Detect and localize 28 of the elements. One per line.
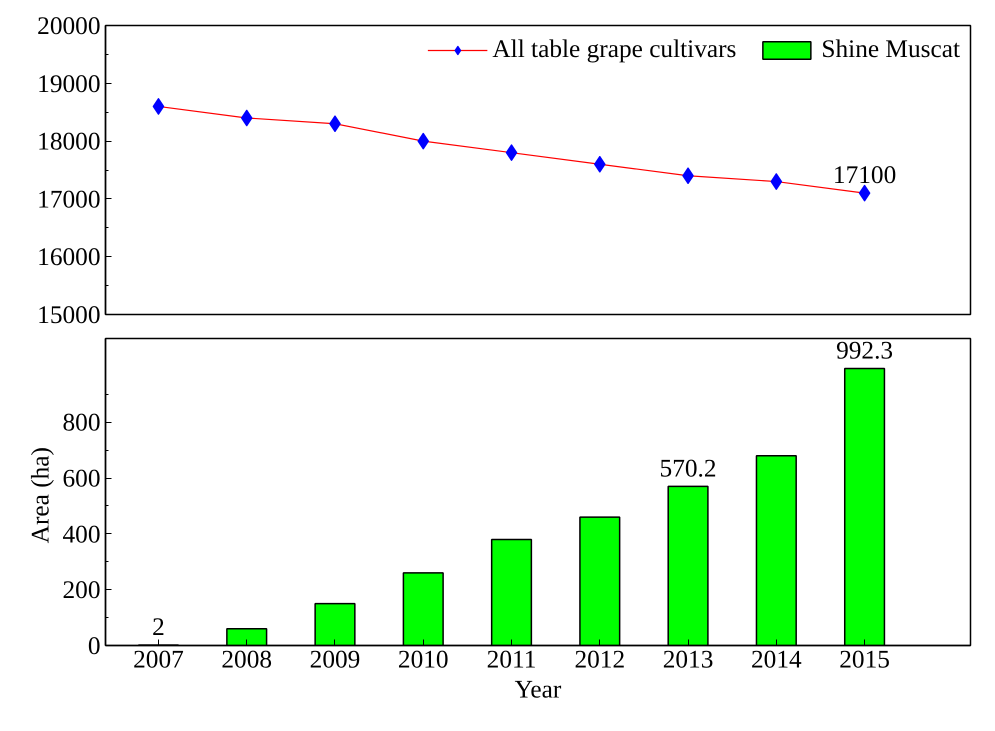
- legend-label: Shine Muscat: [821, 35, 960, 64]
- y-tick-label: 20000: [37, 12, 101, 40]
- data-label: 992.3: [836, 336, 894, 365]
- y-tick-label: 0: [88, 632, 101, 660]
- x-tick-label: 2013: [662, 646, 714, 674]
- y-tick-label: 19000: [37, 70, 101, 98]
- data-label: 570.2: [660, 454, 717, 482]
- y-tick-label: 18000: [37, 128, 101, 156]
- y-tick-label: 400: [62, 520, 101, 548]
- x-tick-label: 2009: [310, 646, 360, 674]
- x-tick-label: 2015: [839, 646, 890, 674]
- x-tick-label: 2011: [486, 646, 536, 674]
- data-label: 2: [152, 612, 165, 641]
- x-tick-label: 2007: [133, 646, 184, 674]
- y-tick-label: 17000: [37, 185, 101, 214]
- y-tick-label: 200: [62, 576, 101, 604]
- y-axis-title: Area (ha): [26, 446, 55, 544]
- x-tick-label: 2014: [750, 646, 802, 674]
- data-label: 17100: [832, 161, 896, 190]
- y-tick-label: 600: [62, 464, 101, 493]
- x-tick-label: 2008: [221, 646, 272, 674]
- y-tick-label: 16000: [37, 243, 101, 272]
- x-axis-title: Year: [514, 676, 562, 704]
- x-tick-label: 2012: [574, 646, 626, 674]
- x-tick-label: 2010: [398, 646, 449, 674]
- legend-label: All table grape cultivars: [492, 35, 736, 64]
- y-tick-label: 15000: [37, 301, 101, 329]
- y-tick-label: 800: [62, 408, 101, 437]
